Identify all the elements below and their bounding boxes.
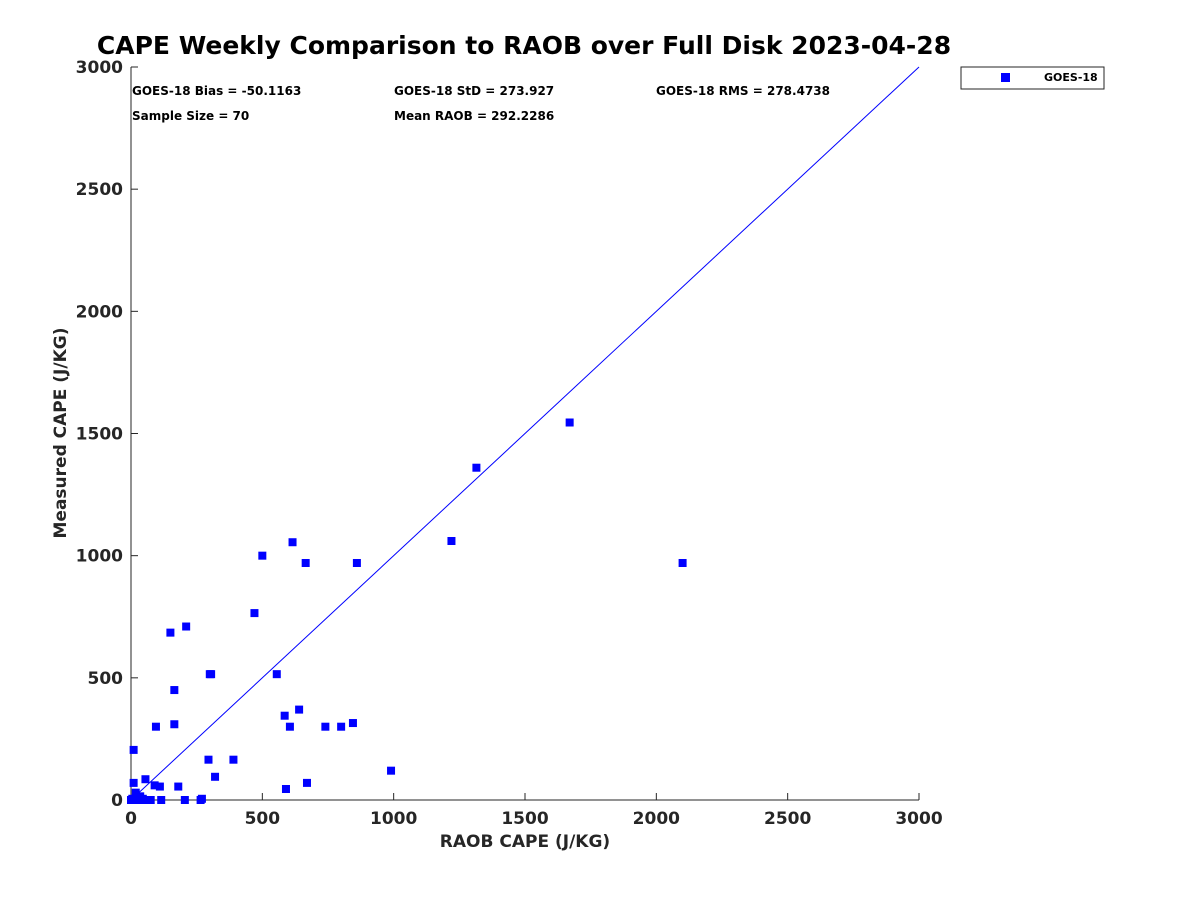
x-tick-label: 2000 bbox=[633, 809, 680, 829]
data-point bbox=[180, 796, 189, 804]
data-point bbox=[301, 558, 310, 567]
data-point bbox=[157, 796, 166, 804]
y-tick-label: 2500 bbox=[76, 180, 123, 200]
y-axis-ticks: 0 500 1000 1500 2000 2500 3000 bbox=[76, 58, 138, 811]
bias-annotation: GOES-18 Bias = -50.1163 bbox=[132, 84, 301, 98]
chart-title: CAPE Weekly Comparison to RAOB over Full… bbox=[97, 31, 951, 60]
data-point bbox=[170, 686, 179, 695]
x-axis-label: RAOB CAPE (J/KG) bbox=[440, 832, 610, 852]
data-point bbox=[285, 722, 294, 731]
x-tick-label: 0 bbox=[125, 809, 137, 829]
data-point bbox=[146, 796, 155, 804]
y-axis-label: Measured CAPE (J/KG) bbox=[51, 328, 71, 539]
data-point bbox=[131, 788, 140, 797]
data-point bbox=[204, 755, 213, 764]
data-point bbox=[678, 558, 687, 567]
data-point bbox=[280, 711, 289, 720]
mean-raob-annotation: Mean RAOB = 292.2286 bbox=[394, 109, 554, 123]
data-point bbox=[155, 782, 164, 791]
data-point bbox=[352, 558, 361, 567]
data-point bbox=[321, 722, 330, 731]
data-point bbox=[170, 720, 179, 729]
data-point bbox=[207, 670, 216, 679]
data-point bbox=[302, 778, 311, 787]
x-tick-label: 3000 bbox=[895, 809, 942, 829]
legend-marker-square bbox=[1001, 73, 1010, 82]
legend: GOES-18 bbox=[960, 66, 1105, 90]
data-point bbox=[272, 670, 281, 679]
data-point bbox=[151, 722, 160, 731]
y-tick-label: 3000 bbox=[76, 58, 123, 78]
y-tick-label: 1000 bbox=[76, 547, 123, 567]
x-tick-label: 2500 bbox=[764, 809, 811, 829]
data-point bbox=[348, 719, 357, 728]
data-point bbox=[288, 538, 297, 547]
data-point bbox=[250, 609, 259, 618]
x-tick-label: 1000 bbox=[370, 809, 417, 829]
x-tick-label: 500 bbox=[245, 809, 281, 829]
std-annotation: GOES-18 StD = 273.927 bbox=[394, 84, 554, 98]
data-point bbox=[229, 755, 238, 764]
data-point bbox=[258, 551, 267, 560]
data-point bbox=[447, 537, 456, 546]
data-point bbox=[129, 745, 138, 754]
sample-size-annotation: Sample Size = 70 bbox=[132, 109, 249, 123]
legend-label-goes18: GOES-18 bbox=[1044, 71, 1098, 84]
data-point bbox=[337, 722, 346, 731]
data-point bbox=[197, 794, 206, 803]
y-tick-label: 2000 bbox=[76, 302, 123, 322]
one-to-one-reference-line bbox=[130, 66, 920, 801]
rms-annotation: GOES-18 RMS = 278.4738 bbox=[656, 84, 830, 98]
legend-box bbox=[960, 66, 1105, 90]
data-point bbox=[295, 705, 304, 714]
data-point bbox=[211, 772, 220, 781]
data-point bbox=[472, 463, 481, 472]
data-point bbox=[174, 782, 183, 791]
data-point bbox=[387, 766, 396, 775]
y-tick-label: 0 bbox=[111, 791, 123, 811]
data-point bbox=[141, 775, 150, 784]
x-tick-label: 1500 bbox=[501, 809, 548, 829]
x-axis-ticks: 0 500 1000 1500 2000 2500 3000 bbox=[125, 793, 943, 829]
data-point bbox=[565, 418, 574, 427]
y-tick-label: 1500 bbox=[76, 425, 123, 445]
data-point bbox=[281, 785, 290, 794]
data-point bbox=[150, 781, 159, 790]
statistics-annotations: GOES-18 Bias = -50.1163 GOES-18 StD = 27… bbox=[132, 84, 830, 123]
data-points bbox=[127, 418, 687, 804]
y-tick-label: 500 bbox=[88, 669, 124, 689]
data-point bbox=[166, 628, 175, 637]
data-point bbox=[129, 778, 138, 787]
data-point bbox=[182, 622, 191, 631]
